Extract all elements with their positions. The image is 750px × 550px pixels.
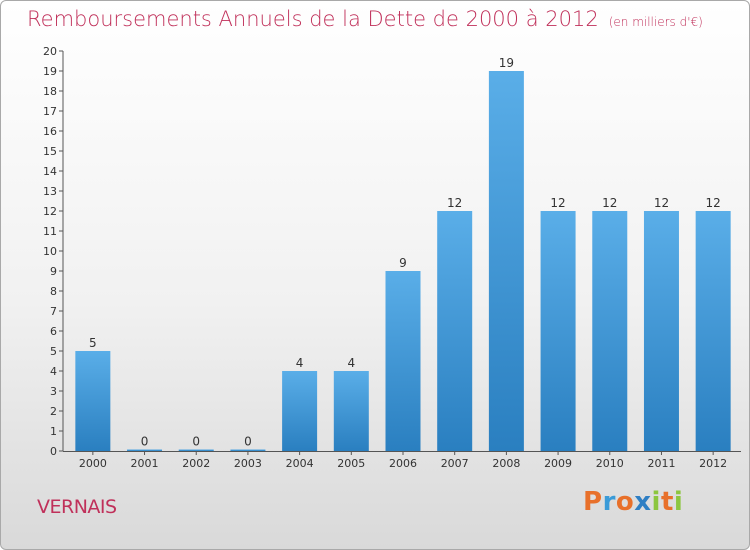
y-tick-label: 5 (50, 345, 57, 358)
bar-value-label: 12 (706, 196, 721, 210)
title-text: Remboursements Annuels de la Dette de 20… (27, 7, 599, 31)
x-tick-label: 2007 (441, 457, 469, 470)
bar (385, 271, 421, 451)
y-tick-label: 9 (50, 265, 57, 278)
bar (127, 449, 163, 451)
proxiti-logo: Proxiti (583, 487, 683, 517)
x-tick-label: 2002 (182, 457, 210, 470)
x-tick-label: 2000 (79, 457, 107, 470)
bar-value-label: 4 (347, 356, 355, 370)
bar (540, 211, 576, 451)
x-tick-label: 2012 (699, 457, 727, 470)
y-tick-label: 15 (43, 145, 57, 158)
bar-value-label: 12 (447, 196, 462, 210)
y-tick-label: 18 (43, 85, 57, 98)
bar-series: 5 0 0 0 4 4 9 12 19 12 12 12 12 (75, 56, 731, 451)
y-tick-label: 12 (43, 205, 57, 218)
y-tick-label: 10 (43, 245, 57, 258)
bar-value-label: 9 (399, 256, 407, 270)
bar-value-label: 5 (89, 336, 97, 350)
x-tick-label: 2006 (389, 457, 417, 470)
bar (230, 449, 266, 451)
y-tick-label: 3 (50, 385, 57, 398)
x-tick-label: 2008 (492, 457, 520, 470)
logo-letter: x (634, 487, 652, 517)
x-tick-label: 2009 (544, 457, 572, 470)
y-tick-label: 11 (43, 225, 57, 238)
y-tick-label: 19 (43, 65, 57, 78)
y-tick-label: 20 (43, 45, 57, 58)
bar-value-label: 12 (550, 196, 565, 210)
logo-letter: r (602, 487, 616, 517)
commune-name: VERNAIS (37, 496, 117, 518)
logo-letter: P (583, 487, 603, 517)
y-tick-label: 4 (50, 365, 57, 378)
y-tick-label: 8 (50, 285, 57, 298)
y-tick-label: 14 (43, 165, 57, 178)
bar-value-label: 12 (602, 196, 617, 210)
bar-value-label: 0 (244, 435, 252, 449)
bar-value-label: 12 (654, 196, 669, 210)
x-tick-label: 2004 (286, 457, 314, 470)
x-tick-label: 2010 (596, 457, 624, 470)
y-tick-label: 17 (43, 105, 57, 118)
y-tick-label: 1 (50, 425, 57, 438)
x-tick-label: 2003 (234, 457, 262, 470)
bar (333, 371, 369, 451)
x-axis: 2000 2001 2002 2003 2004 2005 2006 2007 2008 2009… (63, 451, 741, 470)
bar (282, 371, 318, 451)
bar (488, 71, 524, 451)
x-tick-label: 2005 (337, 457, 365, 470)
x-tick-label: 2001 (131, 457, 159, 470)
logo-letter: i (673, 487, 684, 517)
bar (592, 211, 628, 451)
x-tick-label: 2011 (647, 457, 675, 470)
bar (695, 211, 731, 451)
bar-value-label: 19 (499, 56, 514, 70)
bar (643, 211, 679, 451)
y-tick-label: 0 (50, 445, 57, 458)
logo-letter: t (660, 487, 674, 517)
y-tick-label: 7 (50, 305, 57, 318)
y-tick-label: 2 (50, 405, 57, 418)
bar-value-label: 0 (141, 435, 149, 449)
y-tick-label: 13 (43, 185, 57, 198)
bar-value-label: 4 (296, 356, 304, 370)
y-tick-label: 6 (50, 325, 57, 338)
logo-letter: i (651, 487, 661, 517)
bar (437, 211, 473, 451)
bar-value-label: 0 (192, 435, 200, 449)
bar (178, 449, 214, 451)
title-unit: (en milliers d'€) (608, 15, 703, 29)
y-tick-label: 16 (43, 125, 57, 138)
chart-title: Remboursements Annuels de la Dette de 20… (27, 7, 703, 31)
bar (75, 351, 111, 451)
logo-letter: o (615, 487, 635, 517)
